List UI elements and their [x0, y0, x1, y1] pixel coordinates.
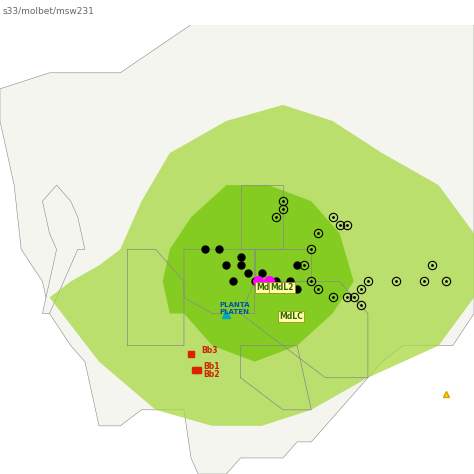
Text: Bb3: Bb3 [201, 346, 218, 355]
Polygon shape [43, 185, 85, 313]
Text: MdL2: MdL2 [270, 283, 293, 292]
Text: MdLC: MdLC [280, 312, 303, 321]
Text: PLANTA
PLATEN: PLANTA PLATEN [219, 302, 250, 315]
Text: Bb2: Bb2 [204, 370, 220, 379]
Text: MdL1: MdL1 [256, 283, 280, 292]
Polygon shape [163, 185, 354, 362]
Polygon shape [0, 25, 474, 474]
Polygon shape [49, 105, 474, 426]
Text: Bb1: Bb1 [204, 362, 220, 371]
Text: s33/molbet/msw231: s33/molbet/msw231 [2, 7, 94, 16]
